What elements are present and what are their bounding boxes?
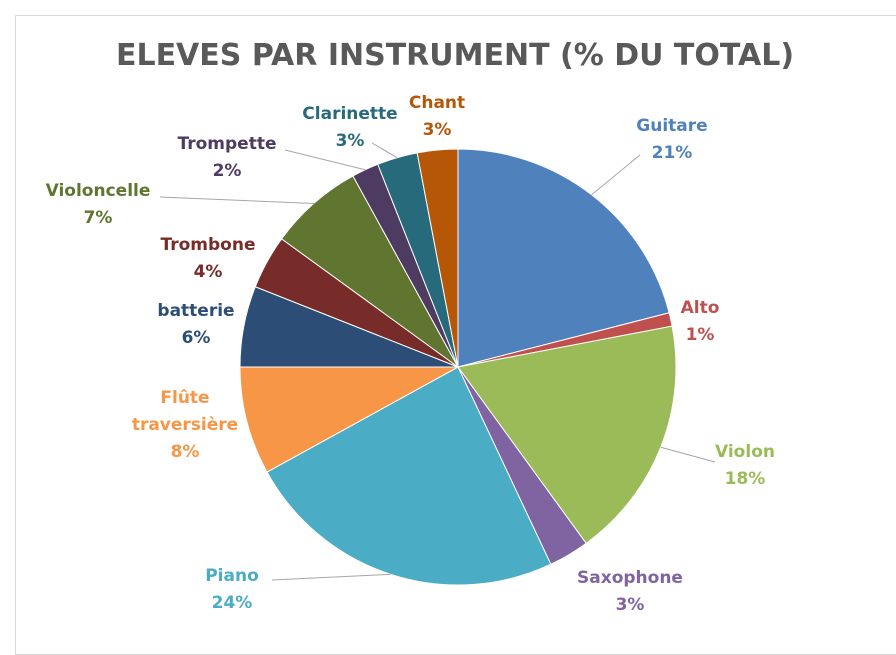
leader-line xyxy=(660,446,716,463)
data-label: Piano 24% xyxy=(157,563,307,617)
leader-line xyxy=(271,573,391,581)
category-label: Violon xyxy=(715,442,775,462)
data-label: Trompette 2% xyxy=(152,131,302,185)
leader-line xyxy=(159,196,314,204)
value-label: 2% xyxy=(212,161,242,181)
value-label: 1% xyxy=(685,325,715,345)
pie-slice xyxy=(239,366,459,473)
category-label: Trombone xyxy=(160,235,256,255)
data-label: Clarinette 3% xyxy=(275,101,425,155)
chart-title: ELEVES PAR INSTRUMENT (% DU TOTAL) xyxy=(115,38,795,73)
category-label: Alto xyxy=(680,298,720,318)
data-label: Alto 1% xyxy=(625,295,775,349)
data-label: Violon 18% xyxy=(670,439,820,493)
value-label: 3% xyxy=(422,120,452,140)
value-label: 21% xyxy=(651,143,693,163)
category-label: Violoncelle xyxy=(45,181,151,201)
data-label: Flûte traversière 8% xyxy=(110,385,260,466)
value-label: 7% xyxy=(83,208,113,228)
data-label: Saxophone 3% xyxy=(555,565,705,619)
pie-slice xyxy=(457,325,677,545)
value-label: 4% xyxy=(193,262,223,282)
category-label: Flûte traversière xyxy=(131,388,239,435)
category-label: batterie xyxy=(157,301,235,321)
leader-line xyxy=(371,142,398,159)
value-label: 6% xyxy=(181,328,211,348)
data-label: Trombone 4% xyxy=(133,232,283,286)
category-label: Chant xyxy=(408,93,466,113)
data-label: Guitare 21% xyxy=(597,113,747,167)
category-label: Saxophone xyxy=(577,568,683,588)
leader-line xyxy=(591,154,641,196)
value-label: 24% xyxy=(211,593,253,613)
leader-line xyxy=(284,149,366,171)
value-label: 8% xyxy=(170,442,200,462)
value-label: 3% xyxy=(615,595,645,615)
category-label: Trompette xyxy=(177,134,277,154)
pie-slice xyxy=(457,148,670,368)
category-label: Piano xyxy=(205,566,259,586)
data-label: Violoncelle 7% xyxy=(23,178,173,232)
pie-slice xyxy=(266,366,552,586)
category-label: Clarinette xyxy=(302,104,398,124)
data-label: batterie 6% xyxy=(121,298,271,352)
category-label: Guitare xyxy=(636,116,708,136)
pie-area xyxy=(159,142,716,586)
pie-slice xyxy=(416,148,459,368)
data-label: Chant 3% xyxy=(362,90,512,144)
value-label: 18% xyxy=(724,469,766,489)
value-label: 3% xyxy=(335,131,365,151)
